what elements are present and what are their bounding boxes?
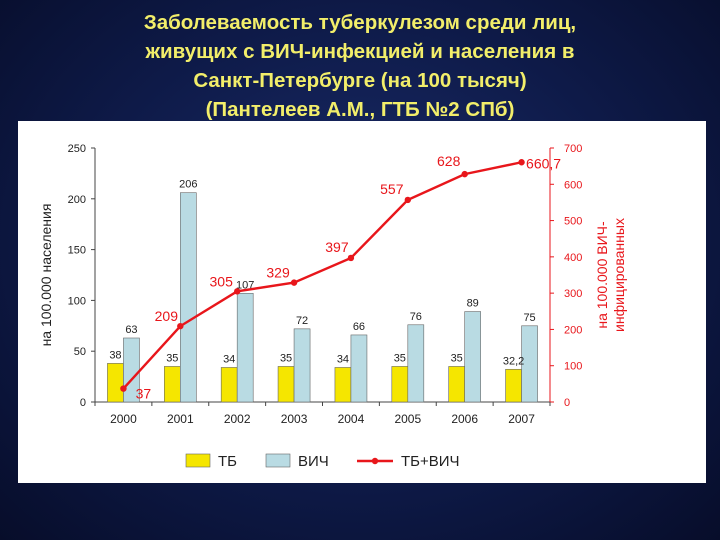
- x-tick-label: 2005: [394, 412, 421, 426]
- y-tick-label-left: 250: [68, 143, 86, 155]
- y-tick-label-right: 0: [564, 397, 570, 409]
- title-line-4: (Пантелеев А.М., ГТБ №2 СПб): [205, 98, 515, 121]
- y-axis-title-right: инфицированных: [611, 218, 627, 332]
- bar-data-label: 66: [353, 321, 365, 333]
- line-point: [290, 279, 298, 286]
- bar-ТБ: [505, 368, 522, 403]
- legend-swatch-marker: [371, 457, 379, 465]
- bar-ТБ: [277, 366, 295, 403]
- y-tick-label-right: 300: [564, 288, 582, 300]
- y-tick-label-right: 700: [564, 143, 582, 155]
- line-data-label: 37: [136, 386, 152, 402]
- line-data-label: 305: [210, 273, 234, 289]
- line-data-label: 660,7: [526, 155, 561, 171]
- y-tick-label-left: 0: [80, 397, 86, 409]
- title-line-2: живущих с ВИЧ-инфекцией и населения в: [145, 40, 575, 63]
- line-point: [461, 170, 468, 178]
- bar-ТБ: [334, 367, 352, 403]
- line-data-label: 329: [266, 265, 290, 281]
- title-line-1: Заболеваемость туберкулезом среди лиц,: [143, 11, 577, 34]
- bar-ВИЧ: [407, 324, 425, 403]
- bar-data-label: 72: [296, 315, 308, 327]
- bar-data-label: 34: [223, 353, 235, 365]
- bar-data-label: 89: [467, 298, 479, 310]
- legend-label: ВИЧ: [298, 453, 329, 470]
- line-data-label: 397: [325, 239, 349, 255]
- x-tick-label: 2000: [110, 412, 137, 426]
- legend-label: ТБ+ВИЧ: [401, 453, 460, 470]
- bar-data-label: 35: [394, 352, 406, 364]
- y-axis-title-left: на 100.000 населения: [38, 204, 54, 347]
- line-point: [347, 254, 355, 262]
- slide-title: Заболеваемость туберкулезом среди лиц, ж…: [20, 8, 700, 124]
- bar-ВИЧ: [236, 292, 254, 403]
- y-tick-label-right: 100: [564, 361, 582, 373]
- tb-hiv-chart: 0 50 100 150 200 250 0 100 200 300 400 500 600 700 200…: [38, 143, 627, 470]
- line-point: [404, 196, 412, 204]
- title-line-3: Санкт-Петербурге (на 100 тысяч): [193, 69, 527, 92]
- x-tick-label: 2004: [338, 412, 365, 426]
- y-tick-label-right: 600: [564, 179, 582, 191]
- bar-ВИЧ: [180, 192, 197, 403]
- bar-ТБ: [448, 366, 465, 403]
- bar-ВИЧ: [521, 325, 538, 403]
- line-data-label: 209: [155, 308, 179, 324]
- chart-panel: 0 50 100 150 200 250 0 100 200 300 400 500 600 700 200…: [18, 121, 706, 483]
- bar-data-label: 35: [166, 352, 178, 364]
- legend-swatch: [185, 453, 211, 468]
- x-tick-label: 2001: [167, 412, 194, 426]
- bar-data-label: 76: [410, 311, 422, 323]
- x-tick-label: 2003: [281, 412, 308, 426]
- line-point: [233, 288, 241, 295]
- bar-data-label: 63: [125, 324, 137, 336]
- bar-data-label: 35: [451, 352, 463, 364]
- bar-data-label: 206: [179, 179, 197, 191]
- bar-ВИЧ: [350, 334, 368, 403]
- legend-label: ТБ: [218, 453, 237, 470]
- y-tick-label-left: 200: [68, 194, 86, 206]
- bar-ВИЧ: [464, 311, 481, 403]
- line-point: [518, 159, 525, 166]
- bar-ТБ: [164, 366, 181, 403]
- y-axis-title-right: на 100.000 ВИЧ-: [594, 221, 610, 329]
- y-tick-label-left: 150: [68, 245, 86, 257]
- line-point: [120, 385, 127, 392]
- y-tick-label-right: 400: [564, 252, 582, 264]
- x-tick-label: 2002: [224, 412, 251, 426]
- bar-data-label: 34: [337, 353, 349, 365]
- x-tick-label: 2007: [508, 412, 535, 426]
- bar-data-label: 32,2: [503, 355, 524, 367]
- bar-data-label: 38: [109, 349, 121, 361]
- bar-data-label: 75: [523, 312, 535, 324]
- y-tick-label-left: 100: [68, 295, 86, 307]
- line-data-label: 557: [380, 181, 404, 197]
- bar-data-label: 35: [280, 352, 292, 364]
- line-ТБ+ВИЧ: [122, 161, 522, 390]
- y-tick-label-right: 200: [564, 324, 582, 336]
- line-data-label: 628: [437, 153, 461, 169]
- y-tick-label-left: 50: [74, 346, 86, 358]
- bar-ТБ: [107, 363, 124, 403]
- bar-ВИЧ: [293, 328, 311, 403]
- bar-ТБ: [220, 367, 238, 403]
- y-tick-label-right: 500: [564, 216, 582, 228]
- x-tick-label: 2006: [451, 412, 478, 426]
- bar-ТБ: [391, 366, 409, 403]
- legend-swatch: [265, 453, 291, 468]
- line-point: [177, 322, 184, 330]
